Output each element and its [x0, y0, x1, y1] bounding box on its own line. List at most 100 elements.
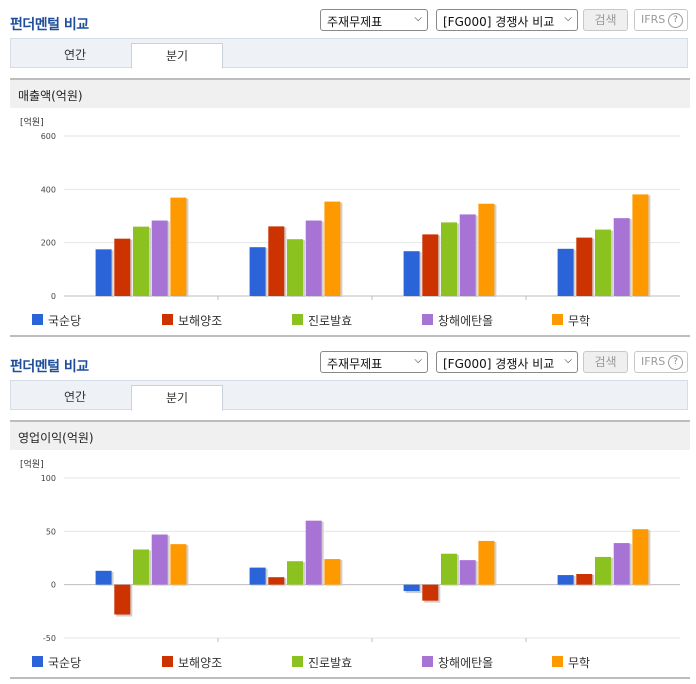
ifrs-help-button[interactable]: IFRS ?: [634, 351, 688, 373]
bar: [249, 567, 266, 585]
bar: [151, 220, 168, 296]
bar: [459, 214, 476, 296]
panel-title: 펀더멘털 비교: [10, 359, 89, 375]
sales-bar-chart: [억원]02004006002023/062023/092023/122024/…: [10, 110, 690, 300]
bar: [324, 559, 341, 585]
bar: [287, 561, 303, 585]
legend-swatch: [552, 314, 563, 325]
bar: [133, 549, 149, 585]
chevron-down-icon: ⌵: [414, 13, 422, 24]
chart-legend: 국순당 보해양조 진로발효 창해에탄올 무학: [10, 654, 690, 672]
legend-label: 보해양조: [178, 314, 223, 328]
metric-header: 영업이익(억원): [10, 420, 690, 450]
tab-quarterly[interactable]: 분기: [131, 43, 223, 69]
legend-label: 국순당: [48, 656, 82, 670]
bar: [133, 226, 149, 296]
legend-label: 진로발효: [308, 656, 353, 670]
search-button[interactable]: 검색: [583, 351, 628, 373]
bar: [422, 234, 439, 296]
y-tick-label: 600: [41, 132, 56, 141]
bar: [557, 575, 574, 585]
bar: [632, 529, 649, 585]
chart-legend: 국순당 보해양조 진로발효 창해에탄올 무학: [10, 312, 690, 330]
y-tick-label: 100: [41, 474, 56, 483]
bar: [595, 556, 611, 585]
y-axis-unit-label: [억원]: [20, 116, 44, 128]
bar: [324, 201, 341, 296]
ifrs-help-button[interactable]: IFRS ?: [634, 9, 688, 31]
bar: [557, 248, 574, 296]
legend-label: 보해양조: [178, 656, 223, 670]
bar: [478, 540, 495, 585]
bar: [268, 577, 285, 585]
y-tick-label: 0: [51, 581, 56, 590]
statement-type-select[interactable]: 주재무제표 ⌵: [320, 9, 428, 31]
search-button[interactable]: 검색: [583, 9, 628, 31]
chevron-down-icon: ⌵: [564, 13, 572, 24]
legend-swatch: [32, 656, 43, 667]
statement-type-value: 주재무제표: [327, 357, 383, 371]
metric-header: 매출액(억원): [10, 78, 690, 108]
operating-profit-bar-chart: [억원]-500501002023/062023/092023/122024/0…: [10, 452, 690, 642]
y-tick-label: 400: [41, 185, 56, 194]
fundamental-compare-panel-sales: 펀더멘털 비교 주재무제표 ⌵ [FG000] 경쟁사 비교 ⌵ 검색 IFRS…: [0, 8, 696, 337]
legend-label: 진로발효: [308, 314, 353, 328]
legend-swatch: [162, 656, 173, 667]
legend-swatch: [292, 656, 303, 667]
legend-label: 창해에탄올: [438, 314, 494, 328]
bar: [478, 203, 495, 296]
divider: [10, 677, 690, 679]
y-tick-label: 200: [41, 239, 56, 248]
peer-group-select[interactable]: [FG000] 경쟁사 비교 ⌵: [436, 9, 578, 31]
divider: [10, 335, 690, 337]
tab-annual[interactable]: 연간: [63, 48, 87, 62]
panel-title: 펀더멘털 비교: [10, 17, 89, 33]
tab-annual[interactable]: 연간: [63, 390, 87, 404]
bar: [595, 229, 611, 296]
legend-label: 무학: [568, 314, 591, 328]
help-icon: ?: [668, 13, 683, 28]
y-tick-label: 50: [46, 527, 56, 536]
legend-swatch: [422, 314, 433, 325]
chart-svg: [억원]02004006002023/062023/092023/122024/…: [20, 116, 680, 300]
peer-group-value: [FG000] 경쟁사 비교: [443, 15, 555, 29]
bar: [422, 584, 439, 601]
bar: [95, 570, 112, 585]
ifrs-label: IFRS: [641, 13, 666, 26]
chevron-down-icon: ⌵: [564, 355, 572, 366]
chart-svg: [억원]-500501002023/062023/092023/122024/0…: [20, 458, 680, 642]
legend-swatch: [292, 314, 303, 325]
bar: [170, 544, 187, 585]
bar: [576, 574, 593, 585]
bar: [403, 251, 420, 296]
peer-group-select[interactable]: [FG000] 경쟁사 비교 ⌵: [436, 351, 578, 373]
metric-label: 매출액(억원): [18, 89, 83, 103]
bar: [114, 584, 131, 615]
bar: [305, 220, 322, 296]
legend-label: 국순당: [48, 314, 82, 328]
help-icon: ?: [668, 355, 683, 370]
y-tick-label: 0: [51, 292, 56, 300]
legend-swatch: [552, 656, 563, 667]
panel-header: 펀더멘털 비교 주재무제표 ⌵ [FG000] 경쟁사 비교 ⌵ 검색 IFRS…: [0, 350, 696, 378]
metric-label: 영업이익(억원): [18, 431, 94, 445]
legend-label: 무학: [568, 656, 591, 670]
statement-type-select[interactable]: 주재무제표 ⌵: [320, 351, 428, 373]
legend-swatch: [422, 656, 433, 667]
ifrs-label: IFRS: [641, 355, 666, 368]
bar: [268, 226, 285, 296]
panel-header: 펀더멘털 비교 주재무제표 ⌵ [FG000] 경쟁사 비교 ⌵ 검색 IFRS…: [0, 8, 696, 36]
bar: [287, 239, 303, 296]
bar: [459, 560, 476, 585]
bar: [576, 237, 593, 296]
bar: [632, 194, 649, 296]
bar: [114, 238, 131, 296]
bar: [441, 222, 457, 296]
tab-quarterly[interactable]: 분기: [131, 385, 223, 411]
period-tabs: 연간 분기: [10, 380, 688, 411]
bar: [305, 520, 322, 585]
bar: [613, 218, 630, 296]
statement-type-value: 주재무제표: [327, 15, 383, 29]
y-tick-label: -50: [43, 634, 56, 642]
legend-swatch: [32, 314, 43, 325]
